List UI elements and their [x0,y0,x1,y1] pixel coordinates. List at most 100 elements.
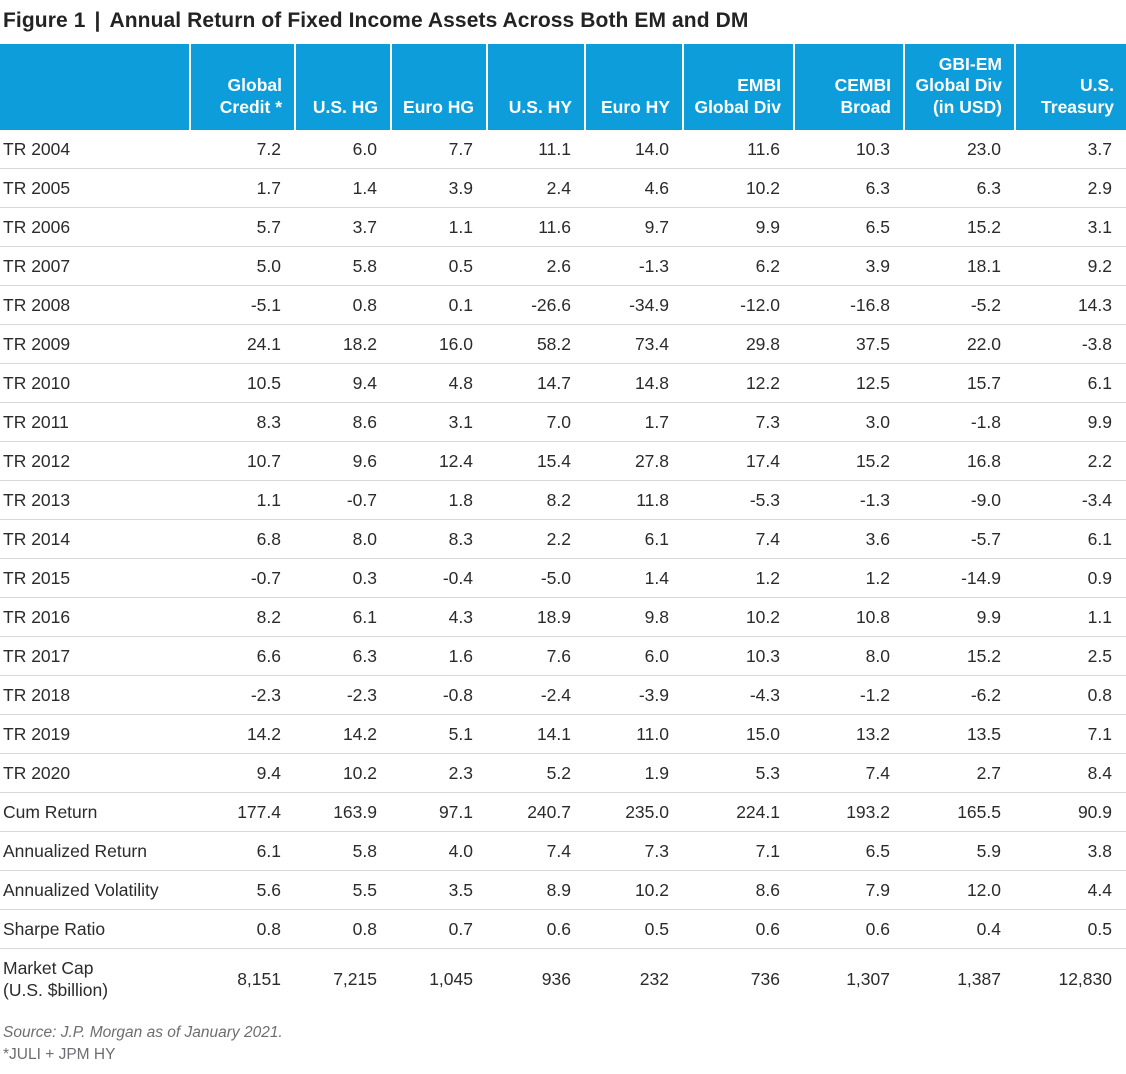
value-cell: 8.6 [755,880,780,901]
value-cell: 6.6 [256,646,281,667]
value-cell: -34.9 [629,295,669,316]
value-cell: 7.0 [546,412,571,433]
value-cell: -0.4 [442,568,473,589]
value-cell: 165.5 [957,802,1001,823]
row-label: TR 2020 [3,763,71,784]
column-header: Global Credit * [189,44,295,131]
value-cell: 7.3 [644,841,669,862]
column-header: Euro HY [584,44,683,131]
column-header: GBI-EM Global Div (in USD) [903,44,1015,131]
value-cell: 5.7 [256,217,281,238]
value-cell: 10.2 [745,607,780,628]
value-cell: 15.4 [536,451,571,472]
value-cell: -1.3 [859,490,890,511]
value-cell: -1.2 [859,685,890,706]
value-cell: 6.3 [976,178,1001,199]
value-cell: 0.5 [448,256,473,277]
value-cell: 3.5 [448,880,473,901]
value-cell: 9.4 [352,373,377,394]
value-cell: 1,045 [429,969,473,990]
value-cell: 22.0 [966,334,1001,355]
value-cell: 11.6 [747,139,780,160]
table-row: TR 2017 6.6 6.3 1.6 7.6 6.0 10.3 8.0 15.2 2.5 [0,637,1126,676]
value-cell: 7.4 [755,529,780,550]
value-cell: 10.8 [855,607,890,628]
value-cell: 4.8 [448,373,473,394]
value-cell: 7.6 [546,646,571,667]
footnote: *JULI + JPM HY [3,1046,116,1064]
value-cell: 2.2 [1087,451,1112,472]
table-row: TR 2004 7.2 6.0 7.7 11.1 14.0 11.6 10.3 23.0 3.7 [0,130,1126,169]
table-row: TR 2008 -5.1 0.8 0.1 -26.6 -34.9 -12.0 -16.8 -5.… [0,286,1126,325]
value-cell: 8.2 [256,607,281,628]
value-cell: 10.3 [745,646,780,667]
value-cell: 15.2 [966,217,1001,238]
table-row: TR 2014 6.8 8.0 8.3 2.2 6.1 7.4 3.6 -5.7 6.1 [0,520,1126,559]
value-cell: 12,830 [1058,969,1112,990]
figure-title-text: Annual Return of Fixed Income Assets Acr… [109,9,749,32]
value-cell: 1.1 [448,217,473,238]
row-label: Annualized Return [3,841,147,862]
table-row: TR 2020 9.4 10.2 2.3 5.2 1.9 5.3 7.4 2.7 8.4 [0,754,1126,793]
value-cell: -5.1 [250,295,281,316]
value-cell: 3.1 [448,412,473,433]
value-cell: 1.1 [256,490,281,511]
value-cell: 9.6 [352,451,377,472]
value-cell: 10.5 [246,373,281,394]
value-cell: 7,215 [333,969,377,990]
value-cell: 14.7 [536,373,571,394]
value-cell: 1.8 [448,490,473,511]
value-cell: 5.1 [448,724,473,745]
value-cell: 1.1 [1087,607,1112,628]
value-cell: -2.4 [540,685,571,706]
value-cell: 6.1 [352,607,377,628]
value-cell: 9.2 [1087,256,1112,277]
value-cell: 17.4 [745,451,780,472]
value-cell: 8.0 [865,646,890,667]
table-row: Market Cap (U.S. $billion) 8,151 7,215 1,04… [0,949,1126,1010]
value-cell: 0.7 [448,919,473,940]
value-cell: 2.7 [976,763,1001,784]
value-cell: 10.2 [634,880,669,901]
value-cell: 11.0 [636,724,669,745]
value-cell: 9.8 [644,607,669,628]
value-cell: 4.0 [448,841,473,862]
value-cell: 1.4 [352,178,377,199]
value-cell: 1.2 [755,568,780,589]
value-cell: -1.8 [970,412,1001,433]
table-row: TR 2016 8.2 6.1 4.3 18.9 9.8 10.2 10.8 9.9 1.1 [0,598,1126,637]
row-label: TR 2005 [3,178,71,199]
value-cell: 1.2 [865,568,890,589]
value-cell: -12.0 [740,295,780,316]
value-cell: 6.3 [352,646,377,667]
value-cell: 163.9 [333,802,377,823]
value-cell: 10.7 [246,451,281,472]
value-cell: 3.1 [1087,217,1112,238]
column-header: U.S. HG [294,44,391,131]
value-cell: 0.4 [976,919,1001,940]
value-cell: -2.3 [346,685,377,706]
table-row: TR 2011 8.3 8.6 3.1 7.0 1.7 7.3 3.0 -1.8 9.9 [0,403,1126,442]
value-cell: 9.4 [256,763,281,784]
value-cell: 0.8 [352,295,377,316]
value-cell: 73.4 [634,334,669,355]
value-cell: 12.0 [966,880,1001,901]
value-cell: 27.8 [634,451,669,472]
value-cell: -14.9 [961,568,1001,589]
value-cell: 7.9 [865,880,890,901]
value-cell: 6.0 [644,646,669,667]
table-row: TR 2015 -0.7 0.3 -0.4 -5.0 1.4 1.2 1.2 -14.9 0.9 [0,559,1126,598]
value-cell: -5.0 [540,568,571,589]
figure-number: Figure 1 [3,9,86,32]
value-cell: 8.3 [448,529,473,550]
value-cell: 5.8 [352,256,377,277]
value-cell: 10.2 [745,178,780,199]
value-cell: 18.9 [536,607,571,628]
value-cell: 2.4 [546,178,571,199]
value-cell: 2.9 [1087,178,1112,199]
column-header: U.S. Treasury [1014,44,1126,131]
value-cell: 6.1 [256,841,281,862]
table-body: TR 2004 7.2 6.0 7.7 11.1 14.0 11.6 10.3 23.0 3.7 T… [0,130,1126,1009]
value-cell: -5.7 [970,529,1001,550]
value-cell: 6.1 [1087,373,1112,394]
